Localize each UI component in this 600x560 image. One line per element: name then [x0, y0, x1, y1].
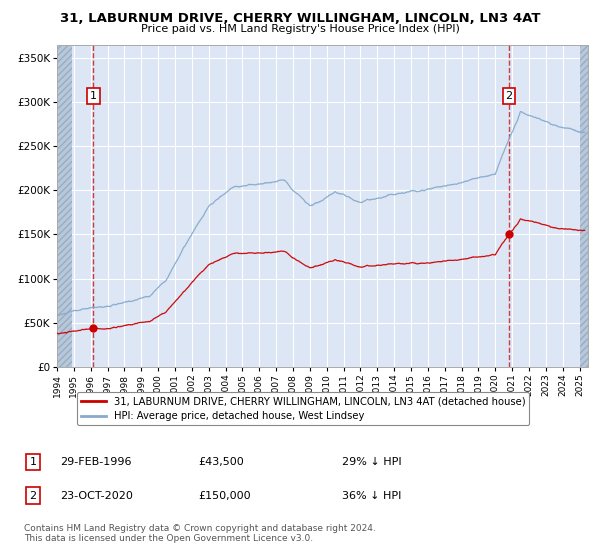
Text: 1: 1 [90, 91, 97, 101]
Bar [57, 45, 72, 367]
Text: 36% ↓ HPI: 36% ↓ HPI [342, 491, 401, 501]
Text: 29% ↓ HPI: 29% ↓ HPI [342, 457, 401, 467]
Text: Price paid vs. HM Land Registry's House Price Index (HPI): Price paid vs. HM Land Registry's House … [140, 24, 460, 34]
Text: 29-FEB-1996: 29-FEB-1996 [60, 457, 131, 467]
Text: 1: 1 [29, 457, 37, 467]
Text: 31, LABURNUM DRIVE, CHERRY WILLINGHAM, LINCOLN, LN3 4AT: 31, LABURNUM DRIVE, CHERRY WILLINGHAM, L… [60, 12, 540, 25]
Text: £43,500: £43,500 [198, 457, 244, 467]
Text: 23-OCT-2020: 23-OCT-2020 [60, 491, 133, 501]
Text: 2: 2 [29, 491, 37, 501]
Legend: 31, LABURNUM DRIVE, CHERRY WILLINGHAM, LINCOLN, LN3 4AT (detached house), HPI: A: 31, LABURNUM DRIVE, CHERRY WILLINGHAM, L… [77, 393, 529, 425]
Text: 2: 2 [505, 91, 512, 101]
Text: Contains HM Land Registry data © Crown copyright and database right 2024.
This d: Contains HM Land Registry data © Crown c… [24, 524, 376, 543]
Bar [580, 45, 588, 367]
Text: £150,000: £150,000 [198, 491, 251, 501]
